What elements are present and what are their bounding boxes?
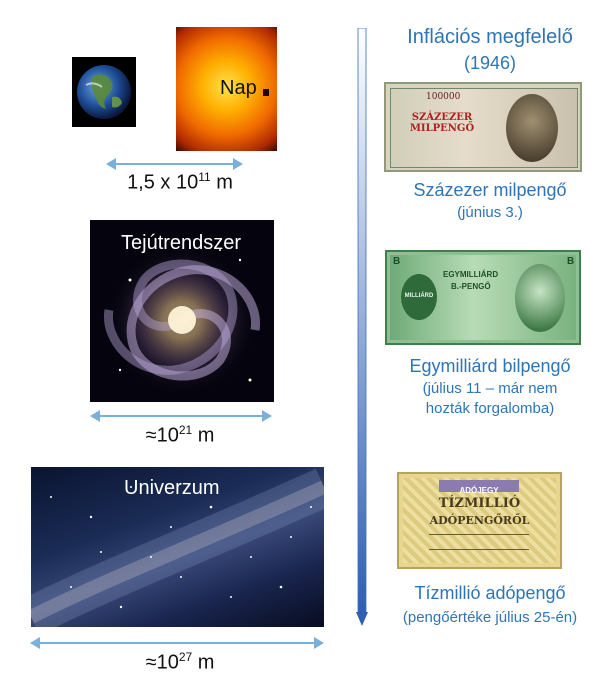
caption-3: Tízmillió adópengő (pengőértéke július 2… (372, 583, 608, 626)
banknote-2-word2: B.-PENGŐ (451, 282, 491, 291)
milky-way-label: Tejútrendszer (121, 232, 242, 254)
banknote-2-word1: EGYMILLIÁRD (443, 270, 499, 279)
inflation-year: (1946) (463, 53, 517, 73)
caption-1-note: (június 3.) (457, 204, 523, 221)
galaxy-size-arrow (90, 410, 272, 422)
caption-2: Egymilliárd bilpengő (július 11 – már ne… (380, 356, 600, 417)
caption-2-name: Egymilliárd bilpengő (409, 356, 571, 376)
sun-earth-distance-label: 1,5 x 1011 m (127, 170, 233, 194)
caption-1: Százezer milpengő (június 3.) (380, 180, 600, 221)
caption-2-note-line1: (július 11 – már nem (422, 380, 558, 397)
vertical-arrow (356, 27, 368, 628)
banknote-3-text-lines (429, 534, 529, 550)
banknote-1-denomination: SZÁZEZER MILPENGŐ (409, 112, 475, 134)
caption-3-note: (pengőértéke július 25-én) (402, 609, 578, 626)
sun-label: Nap (220, 77, 257, 99)
caption-2-note-line2: hozták forgalomba) (425, 400, 555, 417)
universe-size-arrow (30, 637, 324, 649)
inflation-title: Inflációs megfelelő (1946) (380, 26, 600, 74)
sun-image: Nap (176, 27, 277, 151)
banknote-3-header: ADÓJEGY (439, 480, 519, 495)
banknote-1-number: 100000 (426, 92, 461, 102)
banknote-100000-milpengo: 100000 SZÁZEZER MILPENGŐ (384, 82, 582, 172)
milky-way-image: Tejútrendszer (90, 220, 274, 402)
banknote-3-line1: TÍZMILLIÓ (438, 496, 521, 511)
galaxy-size-label: ≈1021 m (145, 423, 215, 447)
banknote-3-line2: ADÓPENGŐRŐL (429, 514, 530, 527)
sunspot (263, 89, 269, 96)
caption-3-name: Tízmillió adópengő (414, 583, 566, 603)
universe-label: Univerzum (124, 477, 220, 499)
universe-image: Univerzum (22, 467, 333, 635)
universe-size-label: ≈1027 m (145, 650, 215, 674)
banknote-2-badge: MILLIÁRD (401, 274, 437, 320)
banknote-2-letter-left: B (393, 256, 401, 267)
banknote-1b-bilpengo: B B MILLIÁRD EGYMILLIÁRD B.-PENGŐ (385, 250, 581, 345)
inflation-title-text: Inflációs megfelelő (407, 26, 573, 48)
banknote-1-portrait (506, 94, 558, 162)
banknote-adojegy-tizmillio: ADÓJEGY TÍZMILLIÓ ADÓPENGŐRŐL (397, 472, 562, 569)
banknote-2-portrait (515, 264, 565, 332)
caption-1-name: Százezer milpengő (413, 180, 567, 200)
banknote-2-letter-right: B (567, 256, 575, 267)
earth-image (72, 57, 136, 127)
distance-arrow (106, 158, 243, 170)
